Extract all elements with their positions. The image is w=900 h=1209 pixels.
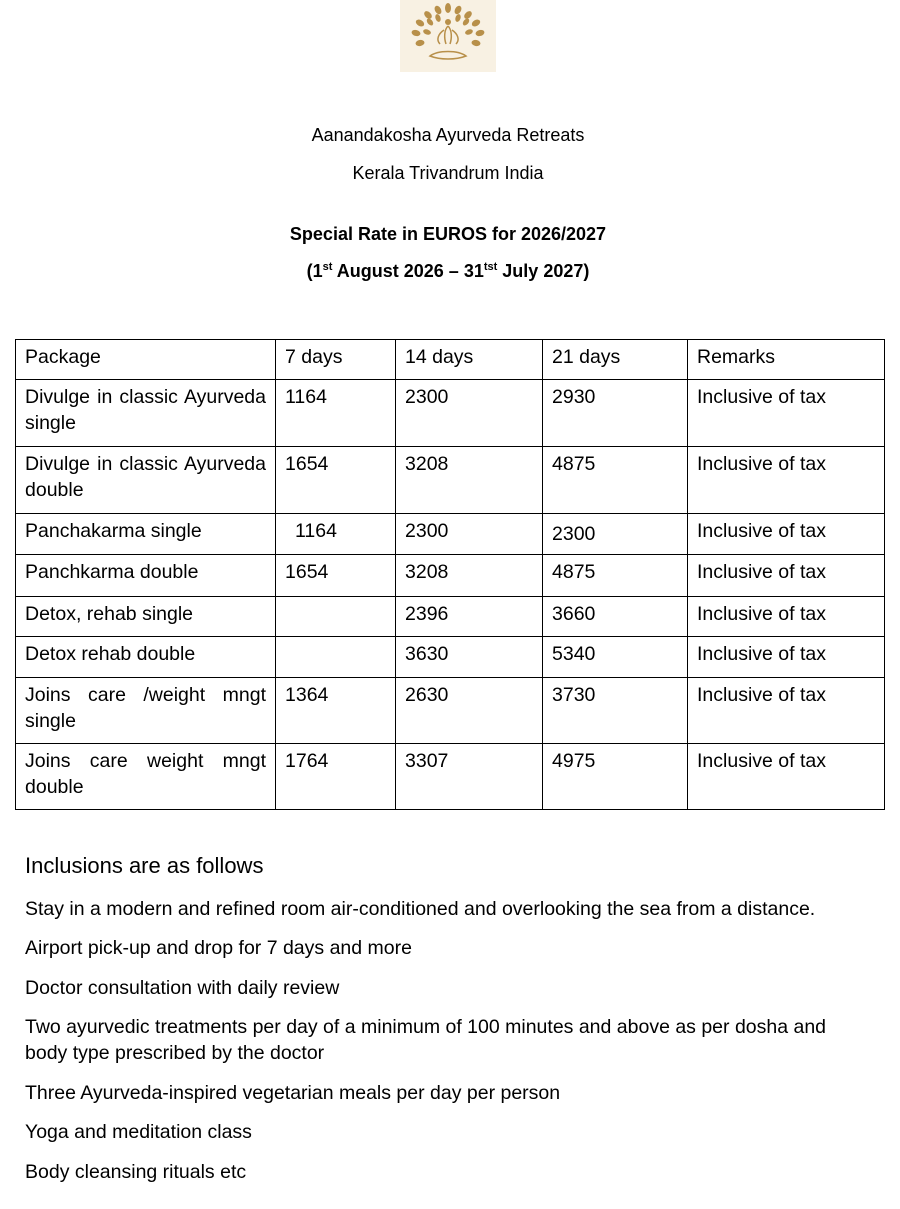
table-row: Panchakarma single 1164 2300 2300 Inclus… — [15, 513, 885, 555]
location: Kerala Trivandrum India — [352, 163, 544, 183]
remarks-cell: Inclusive of tax — [687, 636, 885, 678]
period-mid: August 2026 – 31 — [332, 261, 484, 281]
period-close: July 2027) — [497, 261, 590, 281]
price-7-cell: 1654 — [275, 554, 396, 597]
package-cell: Detox, rehab single — [15, 596, 276, 637]
price-14-cell: 2300 — [395, 513, 543, 555]
logo — [400, 0, 496, 72]
price-7-cell: 1164 — [275, 513, 396, 555]
rate-period: (1st August 2026 – 31tst July 2027) — [0, 261, 896, 282]
price-14-cell: 3208 — [395, 554, 543, 597]
table-row: Detox rehab double 3630 5340 Inclusive o… — [15, 636, 885, 678]
remarks-cell: Inclusive of tax — [687, 379, 885, 447]
price-14-cell: 3208 — [395, 446, 543, 514]
price-7-cell: 1164 — [275, 379, 396, 447]
header-7-days: 7 days — [275, 339, 396, 380]
header-package: Package — [15, 339, 276, 380]
table-header-row: Package 7 days 14 days 21 days Remarks — [15, 339, 885, 380]
package-cell: Panchakarma single — [15, 513, 276, 555]
price-21-cell: 5340 — [542, 636, 688, 678]
price-21-cell: 3730 — [542, 677, 688, 744]
rates-table: Package 7 days 14 days 21 days Remarks D… — [15, 339, 885, 810]
remarks-cell: Inclusive of tax — [687, 554, 885, 597]
inclusion-item: Stay in a modern and refined room air-co… — [25, 898, 816, 920]
inclusion-item: Yoga and meditation class — [25, 1121, 252, 1143]
inclusion-item: Airport pick-up and drop for 7 days and … — [25, 937, 412, 959]
price-21-cell: 4975 — [542, 743, 688, 810]
table-row: Joins care /weight mngt single 1364 2630… — [15, 677, 885, 744]
price-7-cell — [275, 596, 396, 637]
table-row: Divulge in classic Ayurveda single 1164 … — [15, 379, 885, 447]
inclusion-item: Body cleansing rituals etc — [25, 1161, 247, 1183]
price-21-cell: 4875 — [542, 554, 688, 597]
price-21-cell: 2930 — [542, 379, 688, 447]
period-sup1: st — [322, 261, 333, 273]
package-cell: Joins care /weight mngt single — [15, 677, 276, 744]
price-7-cell: 1654 — [275, 446, 396, 514]
price-7-cell — [275, 636, 396, 678]
price-14-cell: 2630 — [395, 677, 543, 744]
package-cell: Divulge in classic Ayurveda double — [15, 446, 276, 514]
package-cell: Joins care weight mngt double — [15, 743, 276, 810]
remarks-cell: Inclusive of tax — [687, 596, 885, 637]
inclusion-item: Doctor consultation with daily review — [25, 977, 340, 999]
package-cell: Divulge in classic Ayurveda single — [15, 379, 276, 447]
price-21-cell: 3660 — [542, 596, 688, 637]
period-open: (1 — [306, 261, 323, 281]
table-row: Panchkarma double 1654 3208 4875 Inclusi… — [15, 554, 885, 597]
rate-title: Special Rate in EUROS for 2026/2027 — [289, 224, 607, 244]
remarks-cell: Inclusive of tax — [687, 677, 885, 744]
price-14-cell: 2396 — [395, 596, 543, 637]
header-14-days: 14 days — [395, 339, 543, 380]
price-21-cell: 2300 — [542, 513, 688, 555]
table-row: Joins care weight mngt double 1764 3307 … — [15, 743, 885, 810]
remarks-cell: Inclusive of tax — [687, 446, 885, 514]
org-name: Aanandakosha Ayurveda Retreats — [311, 125, 585, 145]
price-14-cell: 2300 — [395, 379, 543, 447]
price-7-cell: 1364 — [275, 677, 396, 744]
remarks-cell: Inclusive of tax — [687, 743, 885, 810]
header-21-days: 21 days — [542, 339, 688, 380]
header-remarks: Remarks — [687, 339, 885, 380]
inclusion-item: Two ayurvedic treatments per day of a mi… — [25, 1016, 827, 1064]
inclusion-item: Three Ayurveda-inspired vegetarian meals… — [25, 1082, 561, 1104]
price-7-cell: 1764 — [275, 743, 396, 810]
package-cell: Detox rehab double — [15, 636, 276, 678]
meditating-tree-logo-icon — [411, 3, 485, 60]
table-row: Detox, rehab single 2396 3660 Inclusive … — [15, 596, 885, 637]
period-sup2: tst — [483, 261, 498, 273]
price-21-cell: 4875 — [542, 446, 688, 514]
package-cell: Panchkarma double — [15, 554, 276, 597]
price-14-cell: 3307 — [395, 743, 543, 810]
price-14-cell: 3630 — [395, 636, 543, 678]
remarks-cell: Inclusive of tax — [687, 513, 885, 555]
table-row: Divulge in classic Ayurveda double 1654 … — [15, 446, 885, 514]
inclusions-heading: Inclusions are as follows — [25, 853, 264, 878]
